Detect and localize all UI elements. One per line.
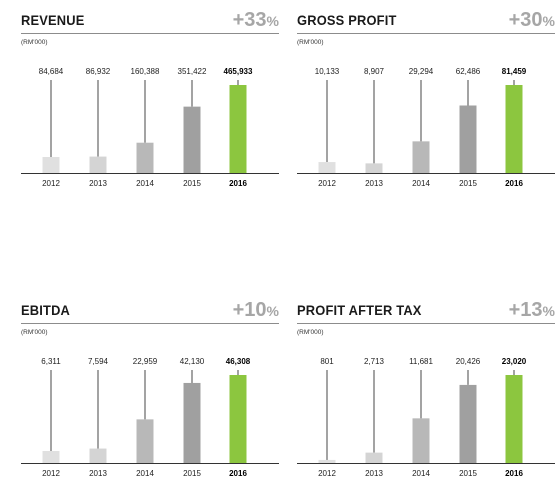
growth-figure: +30% bbox=[508, 9, 555, 31]
data-label: 46,308 bbox=[226, 357, 251, 366]
x-tick-label: 2012 bbox=[42, 469, 60, 478]
title-rule bbox=[297, 33, 555, 34]
growth-figure: +13% bbox=[508, 299, 555, 321]
ebitda-panel: EBITDA +10% (RM'000) 6,311 2012 7,594 2013 2… bbox=[21, 298, 279, 493]
data-label: 6,311 bbox=[41, 357, 61, 366]
unit-label: (RM'000) bbox=[21, 39, 48, 46]
bar-2015 bbox=[183, 382, 201, 463]
bar-2016 bbox=[229, 375, 247, 463]
title-rule bbox=[297, 323, 555, 324]
bar-2015 bbox=[459, 384, 477, 463]
x-tick-label: 2013 bbox=[365, 469, 383, 478]
bar-2016 bbox=[229, 85, 247, 173]
data-label: 86,932 bbox=[86, 67, 111, 76]
bar-2014 bbox=[136, 419, 154, 463]
x-tick-label: 2015 bbox=[183, 469, 201, 478]
x-tick-label: 2014 bbox=[412, 469, 430, 478]
bar-2013 bbox=[89, 448, 107, 463]
unit-label: (RM'000) bbox=[297, 329, 324, 336]
bar-2013 bbox=[89, 156, 107, 173]
bar-2016 bbox=[505, 85, 523, 173]
data-label: 11,681 bbox=[409, 357, 433, 366]
bar-2013 bbox=[365, 452, 383, 463]
bar-2013 bbox=[365, 163, 383, 173]
unit-label: (RM'000) bbox=[21, 329, 48, 336]
data-label: 84,684 bbox=[39, 67, 64, 76]
x-tick-label: 2014 bbox=[136, 179, 154, 188]
x-tick-label: 2015 bbox=[459, 469, 477, 478]
bar-2014 bbox=[136, 142, 154, 173]
bar-2014 bbox=[412, 141, 430, 173]
bar-2012 bbox=[318, 459, 336, 463]
x-tick-label: 2013 bbox=[365, 179, 383, 188]
data-label: 160,388 bbox=[131, 67, 160, 76]
data-label: 23,020 bbox=[502, 357, 527, 366]
chart-title: PROFIT AFTER TAX bbox=[297, 302, 422, 318]
bar-2012 bbox=[318, 162, 336, 173]
x-tick-label: 2014 bbox=[136, 469, 154, 478]
x-tick-label: 2015 bbox=[459, 179, 477, 188]
data-label: 7,594 bbox=[88, 357, 109, 366]
data-label: 20,426 bbox=[456, 357, 481, 366]
bar-2016 bbox=[505, 375, 523, 463]
x-tick-label: 2012 bbox=[318, 469, 336, 478]
x-tick-label: 2016 bbox=[505, 469, 523, 478]
x-tick-label: 2012 bbox=[42, 179, 60, 188]
x-tick-label: 2013 bbox=[89, 179, 107, 188]
chart-title: REVENUE bbox=[21, 12, 85, 28]
x-tick-label: 2016 bbox=[505, 179, 523, 188]
chart-title: EBITDA bbox=[21, 302, 71, 318]
data-label: 465,933 bbox=[224, 67, 253, 76]
x-tick-label: 2016 bbox=[229, 179, 247, 188]
bar-2015 bbox=[183, 106, 201, 173]
profit-after-tax-panel: PROFIT AFTER TAX +13% (RM'000) 801 2012 2,… bbox=[297, 298, 555, 493]
gross-profit-panel: GROSS PROFIT +30% (RM'000) 10,133 2012 8,9… bbox=[297, 8, 555, 203]
data-label: 62,486 bbox=[456, 67, 481, 76]
data-label: 22,959 bbox=[133, 357, 158, 366]
bar-chart: 10,133 2012 8,907 2013 29,294 2014 62,486 2015 8… bbox=[297, 67, 555, 188]
bar-2015 bbox=[459, 105, 477, 173]
bar-chart: 84,684 2012 86,932 2013 160,388 2014 351,422 20… bbox=[21, 67, 279, 188]
data-label: 351,422 bbox=[178, 67, 207, 76]
unit-label: (RM'000) bbox=[297, 39, 324, 46]
data-label: 29,294 bbox=[409, 67, 434, 76]
bar-chart: 6,311 2012 7,594 2013 22,959 2014 42,130 2015 46… bbox=[21, 357, 279, 478]
chart-title: GROSS PROFIT bbox=[297, 12, 397, 28]
x-tick-label: 2013 bbox=[89, 469, 107, 478]
data-label: 81,459 bbox=[502, 67, 527, 76]
data-label: 8,907 bbox=[364, 67, 385, 76]
bar-2014 bbox=[412, 418, 430, 463]
growth-figure: +33% bbox=[232, 9, 279, 31]
bar-2012 bbox=[42, 157, 60, 173]
x-tick-label: 2016 bbox=[229, 469, 247, 478]
title-rule bbox=[21, 33, 279, 34]
x-tick-label: 2014 bbox=[412, 179, 430, 188]
growth-figure: +10% bbox=[232, 299, 279, 321]
x-tick-label: 2015 bbox=[183, 179, 201, 188]
data-label: 801 bbox=[320, 357, 334, 366]
title-rule bbox=[21, 323, 279, 324]
x-tick-label: 2012 bbox=[318, 179, 336, 188]
data-label: 42,130 bbox=[180, 357, 205, 366]
data-label: 10,133 bbox=[315, 67, 340, 76]
data-label: 2,713 bbox=[364, 357, 385, 366]
revenue-panel: REVENUE +33% (RM'000) 84,684 2012 86,932 20… bbox=[21, 8, 279, 203]
bar-chart: 801 2012 2,713 2013 11,681 2014 20,426 2015 23,0… bbox=[297, 357, 555, 478]
bar-2012 bbox=[42, 451, 60, 463]
